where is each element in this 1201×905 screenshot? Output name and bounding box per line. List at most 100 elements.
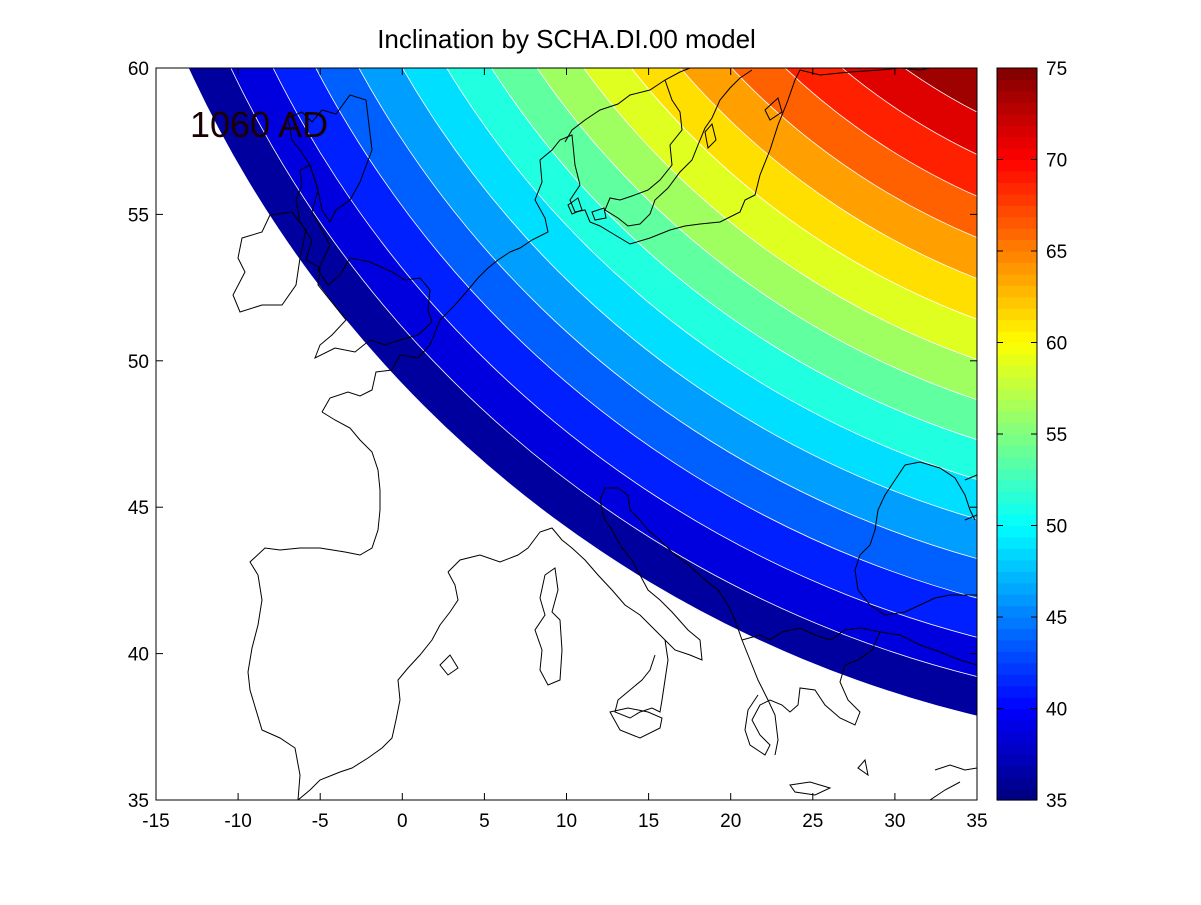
colorbar-swatch (997, 742, 1037, 755)
coastline-danish-islands (567, 197, 607, 221)
colorbar-swatch (997, 674, 1037, 687)
colorbar-swatch (997, 525, 1037, 538)
colorbar-tick-label: 40 (1046, 700, 1067, 721)
colorbar-swatch (997, 262, 1037, 275)
colorbar-tick-label: 35 (1046, 791, 1067, 812)
coastline-greece-islands (789, 758, 869, 796)
colorbar-swatch (997, 319, 1037, 332)
colorbar-swatch (997, 731, 1037, 744)
colorbar-swatch (997, 719, 1037, 732)
colorbar-swatch (997, 514, 1037, 527)
inclination-band (904, 68, 977, 112)
colorbar-swatch (997, 365, 1037, 378)
x-tick-label: 15 (638, 811, 659, 832)
colorbar-swatch (997, 605, 1037, 618)
colorbar-swatch (997, 90, 1037, 103)
x-tick-label: 25 (802, 811, 823, 832)
coastline-sicily (609, 707, 663, 739)
colorbar-swatch (997, 628, 1037, 641)
colorbar-swatch (997, 216, 1037, 229)
coastline-italy-south (614, 639, 669, 719)
x-tick-label: 20 (720, 811, 741, 832)
colorbar-swatch (997, 388, 1037, 401)
colorbar-swatch (997, 308, 1037, 321)
colorbar-swatch (997, 193, 1037, 206)
colorbar-swatch (997, 228, 1037, 241)
colorbar-swatch (997, 662, 1037, 675)
colorbar-tick-label: 55 (1046, 425, 1067, 446)
colorbar-swatch (997, 239, 1037, 252)
colorbar-swatch (997, 445, 1037, 458)
colorbar-swatch (997, 479, 1037, 492)
colorbar-tick-label: 50 (1046, 517, 1067, 538)
x-tick-label: 30 (884, 811, 905, 832)
coastlines (232, 68, 977, 800)
colorbar-swatch (997, 331, 1037, 344)
coastline-balearics (439, 654, 459, 676)
colorbar-swatch (997, 159, 1037, 172)
colorbar-swatch (997, 582, 1037, 595)
coastline-gotland (704, 97, 783, 150)
colorbar-swatch (997, 434, 1037, 447)
colorbar-swatch (997, 777, 1037, 790)
coastline-turkey (879, 631, 977, 800)
colorbar-swatch (997, 79, 1037, 92)
colorbar-swatch (997, 68, 1037, 81)
colorbar-swatch (997, 296, 1037, 309)
colorbar-swatch (997, 594, 1037, 607)
y-tick-label: 55 (128, 205, 149, 226)
coastline-france-west (249, 411, 381, 576)
colorbar-swatch (997, 617, 1037, 630)
coastline-sardinia (534, 567, 563, 686)
coastline-continent-north (321, 69, 801, 413)
colorbar-tick-label: 60 (1046, 334, 1067, 355)
coastline-balkans (741, 627, 881, 756)
colorbar-swatch (997, 376, 1037, 389)
map-axis-ticks: -15 -10 -5 0 5 10 15 20 25 30 35 35 40 45 50 55 60 (128, 59, 988, 832)
colorbar-swatch (997, 411, 1037, 424)
coastline-scotland (287, 94, 373, 223)
colorbar-tick-label: 75 (1046, 59, 1067, 80)
colorbar-swatch (997, 491, 1037, 504)
x-tick-label: -5 (312, 811, 329, 832)
colorbar-swatch (997, 571, 1037, 584)
colorbar-swatch (997, 502, 1037, 515)
x-tick-label: 5 (479, 811, 490, 832)
chart-title: Inclination by SCHA.DI.00 model (377, 24, 756, 54)
colorbar-swatch (997, 765, 1037, 778)
colorbar-swatch (997, 113, 1037, 126)
year-annotation: 1060 AD (190, 104, 329, 145)
coastline-scandinavia (564, 68, 753, 227)
colorbar-swatch (997, 251, 1037, 264)
colorbar-swatch (997, 685, 1037, 698)
colorbar-swatch (997, 342, 1037, 355)
colorbar-swatch (997, 651, 1037, 664)
colorbar-swatch (997, 148, 1037, 161)
colorbar-swatch (997, 170, 1037, 183)
x-tick-label: -15 (142, 811, 169, 832)
y-tick-label: 35 (128, 791, 149, 812)
colorbar-swatch (997, 536, 1037, 549)
colorbar-swatch (997, 754, 1037, 767)
colorbar-swatch (997, 708, 1037, 721)
coastline-north-east (799, 68, 933, 76)
coastline-great-britain (295, 164, 433, 360)
colorbar-swatch (997, 205, 1037, 218)
colorbar-swatch (997, 182, 1037, 195)
coastline-iberia (247, 571, 459, 800)
x-tick-label: 10 (556, 811, 577, 832)
x-tick-label: -10 (224, 811, 251, 832)
colorbar-swatch (997, 273, 1037, 286)
colorbar-swatch (997, 136, 1037, 149)
colorbar-swatch (997, 285, 1037, 298)
colorbar-swatch (997, 456, 1037, 469)
colorbar-swatch (997, 422, 1037, 435)
y-tick-label: 60 (128, 59, 149, 80)
colorbar-swatch (997, 353, 1037, 366)
colorbar-swatch (997, 468, 1037, 481)
colorbar-swatch (997, 548, 1037, 561)
coastline-black-sea (854, 461, 977, 616)
colorbar-swatch (997, 125, 1037, 138)
